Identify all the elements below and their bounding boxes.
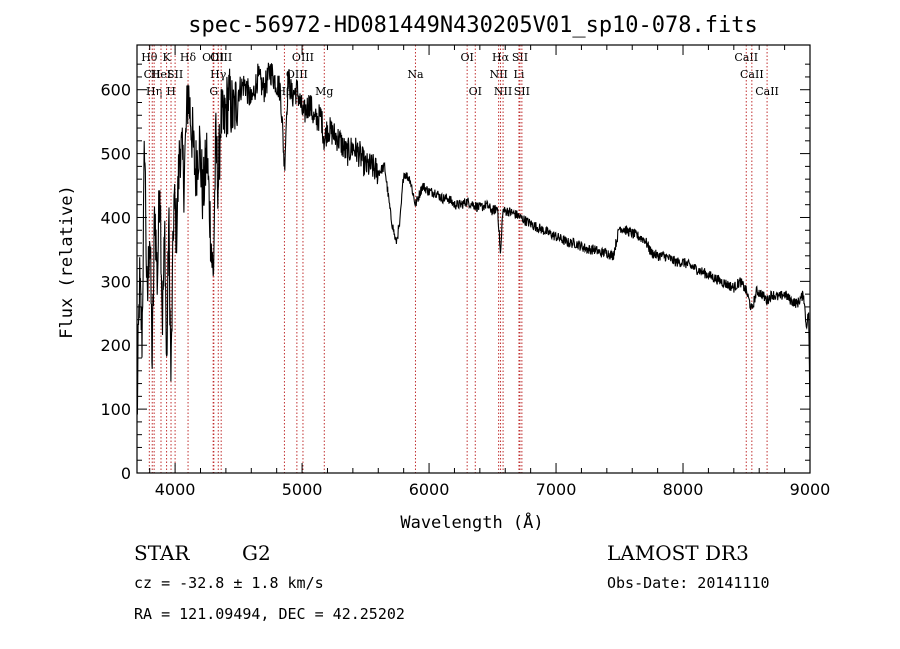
spectral-line-4: K — [162, 45, 171, 473]
y-tick-label: 200 — [100, 336, 131, 355]
spectral-line-18: OI — [469, 45, 482, 473]
spectral-line-26: CaII — [740, 45, 764, 473]
spectral-line-label: SII — [167, 68, 183, 81]
spectral-line-17: OI — [460, 45, 474, 473]
spectral-line-23: SII — [512, 45, 528, 473]
subclass-label: G2 — [242, 541, 271, 565]
spectral-line-19: NII — [489, 45, 508, 473]
spectral-line-6: SII — [167, 45, 183, 473]
x-tick-label: 4000 — [155, 480, 196, 499]
spectral-line-25: CaII — [734, 45, 758, 473]
spectral-line-label: Hγ — [210, 68, 227, 81]
y-tick-label: 0 — [121, 464, 131, 483]
spectral-line-8: OIII — [202, 45, 224, 473]
x-tick-label: 8000 — [663, 480, 704, 499]
spectral-line-9: Hγ — [210, 45, 227, 473]
spectral-line-label: NII — [494, 85, 512, 98]
x-tick-label: 5000 — [282, 480, 323, 499]
spectral-line-label: NII — [489, 68, 507, 81]
x-tick-label: 6000 — [409, 480, 450, 499]
spectral-line-13: OIII — [286, 45, 308, 473]
y-tick-label: 100 — [100, 400, 131, 419]
spectral-line-20: Hα — [492, 45, 510, 473]
spectral-line-24: SII — [514, 45, 530, 473]
spectral-line-27: CaII — [755, 45, 779, 473]
spectral-line-14: OIII — [292, 45, 314, 473]
spectral-line-label: OIII — [202, 51, 224, 64]
spectral-line-22: Li — [514, 45, 525, 473]
obs-date-text: Obs-Date: 20141110 — [607, 574, 770, 592]
object-type-label: STAR — [134, 541, 190, 565]
plot-axes: 4000 5000 6000 7000 8000 9000 0 100 200 300 400 500… — [100, 44, 831, 499]
spectral-line-label: CaII — [734, 51, 758, 64]
spectral-line-label: Hα — [492, 51, 510, 64]
spectral-line-label: Hθ — [141, 51, 158, 64]
y-tick-label: 300 — [100, 272, 131, 291]
spectral-line-label: OI — [469, 85, 482, 98]
spectral-line-21: NII — [494, 45, 512, 473]
flux-series — [136, 62, 811, 415]
coordinates-text: RA = 121.09494, DEC = 42.25202 — [134, 605, 405, 623]
spectral-line-label: OIII — [286, 68, 308, 81]
y-tick-label: 400 — [100, 208, 131, 227]
chart-title: spec-56972-HD081449N430205V01_sp10-078.f… — [188, 13, 758, 38]
spectral-line-label: G — [209, 85, 218, 98]
plot-frame — [136, 44, 811, 474]
spectral-line-16: Na — [407, 45, 424, 473]
spectral-line-label: CaII — [740, 68, 764, 81]
spectral-line-5: H — [166, 45, 176, 473]
spectral-line-label: Mg — [315, 85, 333, 98]
x-tick-label: 9000 — [790, 480, 831, 499]
spectral-line-label: H — [166, 85, 176, 98]
spectral-line-15: Mg — [315, 45, 333, 473]
redshift-text: cz = -32.8 ± 1.8 km/s — [134, 574, 324, 592]
x-tick-label: 7000 — [536, 480, 577, 499]
spectral-line-label: OIII — [210, 51, 232, 64]
survey-label: LAMOST DR3 — [607, 541, 749, 565]
flux-line — [136, 62, 811, 415]
spectral-line-label: CII — [144, 68, 161, 81]
x-axis-label: Wavelength (Å) — [400, 511, 543, 533]
spectral-line-label: OIII — [292, 51, 314, 64]
spectral-line-12: Hβ — [276, 45, 292, 473]
spectral-line-label: SII — [514, 85, 530, 98]
spectral-line-label: CaII — [755, 85, 779, 98]
spectral-line-1: CII — [144, 45, 161, 473]
y-tick-label: 600 — [100, 81, 131, 100]
spectral-line-label: Li — [514, 68, 525, 81]
spectral-line-label: OI — [460, 51, 473, 64]
spectral-line-label: Hδ — [180, 51, 197, 64]
y-axis-label: Flux (relative) — [57, 185, 77, 339]
spectral-line-label: K — [162, 51, 171, 64]
spectral-line-label: Na — [407, 68, 424, 81]
spectral-line-label: SII — [512, 51, 528, 64]
spectral-line-label: Hη — [146, 85, 162, 98]
y-tick-label: 500 — [100, 145, 131, 164]
